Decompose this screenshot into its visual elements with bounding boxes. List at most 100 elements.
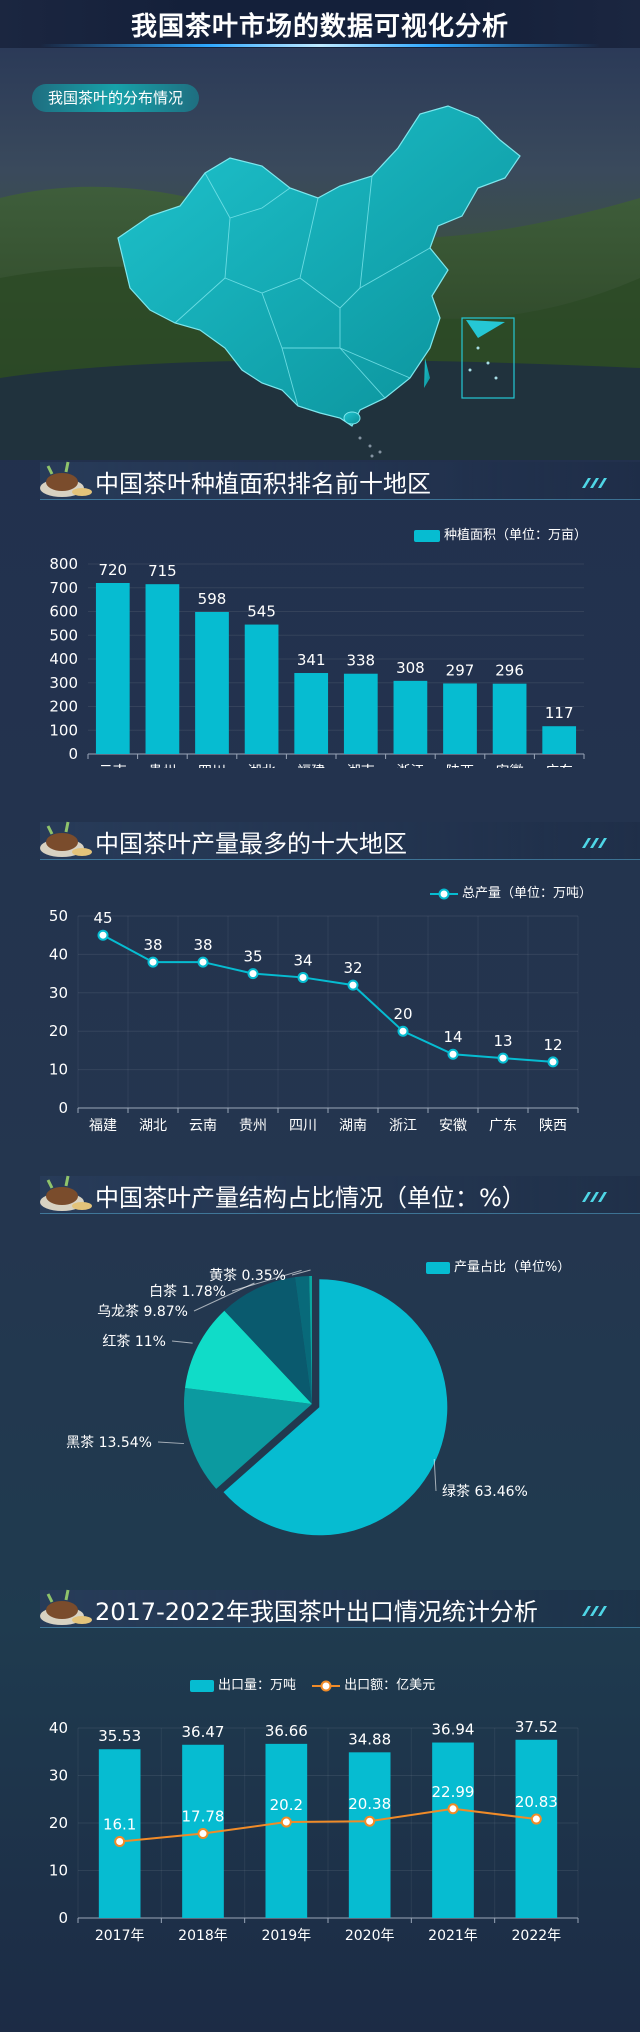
production-point <box>397 1025 409 1037</box>
export-x-label: 2020年 <box>345 1928 395 1944</box>
production-point <box>547 1056 559 1068</box>
pie-slice <box>294 1276 312 1404</box>
production-line <box>102 934 554 1063</box>
page-title: 我国茶叶市场的数据可视化分析 <box>130 12 509 42</box>
export-line-point <box>530 1813 542 1825</box>
y-tick-label: 0 <box>68 745 78 763</box>
export-legend-line-label: 出口额：亿美元 <box>344 1678 436 1693</box>
export-x-label: 2022年 <box>512 1928 562 1944</box>
export-line-point <box>447 1803 459 1815</box>
export-legend-line-swatch <box>312 1680 341 1691</box>
production-value: 32 <box>343 959 362 977</box>
export-x-label: 2017年 <box>95 1928 145 1944</box>
export-bar <box>432 1742 474 1918</box>
pie-label: 红茶 11% <box>102 1334 166 1350</box>
export-line-value: 20.83 <box>515 1793 558 1811</box>
structure-legend-swatch <box>426 1261 450 1274</box>
y-tick-label: 30 <box>49 984 68 1002</box>
y-tick-label: 40 <box>49 1719 68 1737</box>
area-x-label: 湖北 <box>248 764 276 768</box>
export-bar-value: 35.53 <box>98 1727 141 1745</box>
y-tick-label: 300 <box>49 674 78 692</box>
area-bar <box>95 583 130 754</box>
tea-bowl-icon <box>40 1175 92 1211</box>
export-line-value: 20.2 <box>270 1796 303 1814</box>
area-legend: 种植面积（单位：万亩） <box>414 524 587 543</box>
header: 我国茶叶市场的数据可视化分析 <box>0 0 640 48</box>
area-bar-value: 341 <box>297 651 326 669</box>
area-bar <box>145 584 180 754</box>
area-chart-panel: 种植面积（单位：万亩） 0 100 200 300 400 500 600 700 800 720… <box>0 508 640 780</box>
export-section-title: 2017-2022年我国茶叶出口情况统计分析 <box>95 1598 538 1626</box>
production-x-label: 安徽 <box>439 1118 467 1134</box>
export-chart-panel: 出口量：万吨 出口额：亿美元 0 10 20 30 40 35.53 2017年 36.47 2… <box>0 1660 640 1960</box>
pie-slice <box>184 1387 312 1489</box>
y-tick-label: 0 <box>58 1909 68 1927</box>
y-tick-label: 800 <box>49 555 78 573</box>
structure-pie-chart: 绿茶 63.46% 黑茶 13.54% 红茶 11% 乌龙茶 9.87% 白茶 1.78… <box>66 1267 528 1536</box>
production-section-title: 中国茶叶产量最多的十大地区 <box>95 830 407 858</box>
y-tick-label: 400 <box>49 650 78 668</box>
production-point <box>447 1048 459 1060</box>
production-value: 20 <box>393 1005 412 1023</box>
area-x-label: 广东 <box>545 764 573 768</box>
area-bar-value: 545 <box>247 603 276 621</box>
production-point <box>197 956 209 968</box>
y-tick-label: 100 <box>49 721 78 739</box>
export-legend-bar-swatch <box>190 1679 214 1692</box>
banner-stripes-icon <box>582 1606 607 1616</box>
export-line-value: 20.38 <box>348 1795 391 1813</box>
area-bar <box>393 680 428 754</box>
production-point <box>297 971 309 983</box>
export-bar-value: 36.94 <box>432 1721 475 1739</box>
banner-stripes-icon <box>582 838 607 848</box>
production-point <box>97 929 109 941</box>
production-banner: 中国茶叶产量最多的十大地区 <box>0 812 640 868</box>
export-banner: 2017-2022年我国茶叶出口情况统计分析 <box>0 1580 640 1636</box>
area-bar <box>443 683 477 754</box>
production-x-label: 陕西 <box>539 1118 567 1134</box>
pie-leader-line <box>433 1458 437 1492</box>
production-value: 34 <box>293 951 312 969</box>
area-x-label: 云南 <box>99 764 127 768</box>
area-x-label: 湖南 <box>347 764 375 768</box>
area-bar <box>195 611 229 754</box>
production-legend-swatch <box>430 888 458 899</box>
pie-leader-line <box>231 1269 302 1292</box>
pie-leader-line <box>291 1269 311 1276</box>
production-value: 45 <box>93 909 112 927</box>
map-label: 我国茶叶的分布情况 <box>32 84 200 112</box>
area-x-label: 浙江 <box>396 764 424 768</box>
area-bar-value: 720 <box>98 561 127 579</box>
export-line-point <box>280 1816 292 1828</box>
tea-bowl-icon <box>40 1589 92 1625</box>
export-bar <box>348 1752 391 1918</box>
y-tick-label: 0 <box>58 1099 68 1117</box>
export-bar <box>265 1743 308 1918</box>
pie-leader-line <box>171 1340 193 1344</box>
y-tick-label: 20 <box>49 1814 68 1832</box>
production-point <box>497 1052 509 1064</box>
production-point <box>247 968 259 980</box>
production-x-label: 四川 <box>289 1118 317 1134</box>
structure-legend-label: 产量占比（单位%） <box>454 1260 571 1275</box>
export-line-value: 22.99 <box>432 1783 475 1801</box>
production-legend: 总产量（单位：万吨） <box>430 882 592 901</box>
production-point <box>347 979 359 991</box>
pie-slice <box>224 1277 312 1404</box>
y-tick-label: 20 <box>49 1022 68 1040</box>
production-x-label: 云南 <box>189 1118 217 1134</box>
area-bar-chart: 0 100 200 300 400 500 600 700 800 720 云南 715 贵州 598 四川… <box>49 555 585 780</box>
export-bar-value: 37.52 <box>515 1718 558 1736</box>
y-tick-label: 50 <box>49 907 68 925</box>
pie-label: 绿茶 63.46% <box>442 1484 528 1500</box>
area-bar-value: 308 <box>396 659 425 677</box>
area-bar <box>294 673 329 754</box>
production-value: 14 <box>443 1028 462 1046</box>
structure-section-title: 中国茶叶产量结构占比情况（单位：%） <box>95 1184 526 1212</box>
pie-label: 白茶 1.78% <box>149 1284 226 1300</box>
export-bar-value: 34.88 <box>348 1730 391 1748</box>
pie-leader-line <box>157 1441 185 1445</box>
production-line-chart: 0 10 20 30 40 50 45 福建 38 湖北 38 云南 35 贵州 34 四川 32 湖南 20 浙江 1… <box>49 907 579 1134</box>
